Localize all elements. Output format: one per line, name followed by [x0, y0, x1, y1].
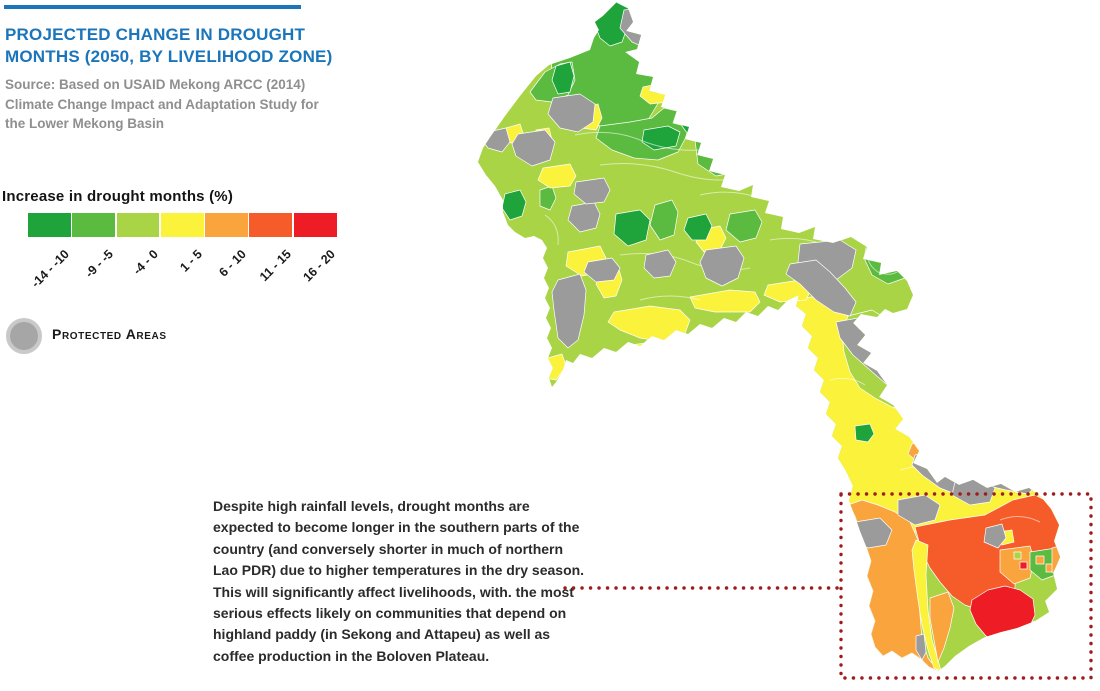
- legend-swatch-2: [116, 213, 160, 237]
- legend-title: Increase in drought months (%): [2, 188, 234, 205]
- annotation-text: Despite high rainfall levels, drought mo…: [213, 498, 585, 664]
- legend-swatch-1: [72, 213, 116, 237]
- source-note: Source: Based on USAID Mekong ARCC (2014…: [5, 75, 335, 134]
- source-line1: Source: Based on USAID Mekong ARCC (2014…: [5, 77, 306, 92]
- legend-swatch-6: [293, 213, 337, 237]
- title-rule: [4, 5, 301, 9]
- protected-areas-icon: [6, 318, 42, 354]
- legend-swatch-0: [28, 213, 71, 237]
- source-line2: Climate Change Impact and Adaptation Stu…: [5, 96, 319, 112]
- page-title: PROJECTED CHANGE IN DROUGHT MONTHS (2050…: [5, 24, 335, 68]
- source-line3: the Lower Mekong Basin: [5, 116, 165, 131]
- legend-swatch-4: [205, 213, 248, 237]
- legend-swatch-5: [249, 213, 293, 237]
- legend-swatch-3: [160, 213, 204, 237]
- zone-patches: [481, 2, 1060, 671]
- page-title-line1: PROJECTED CHANGE IN DROUGHT: [5, 25, 306, 44]
- legend-color-bar: [28, 213, 337, 237]
- protected-areas-label: Protected Areas: [52, 326, 167, 342]
- page-title-line2: MONTHS (2050, BY LIVELIHOOD ZONE): [5, 47, 333, 66]
